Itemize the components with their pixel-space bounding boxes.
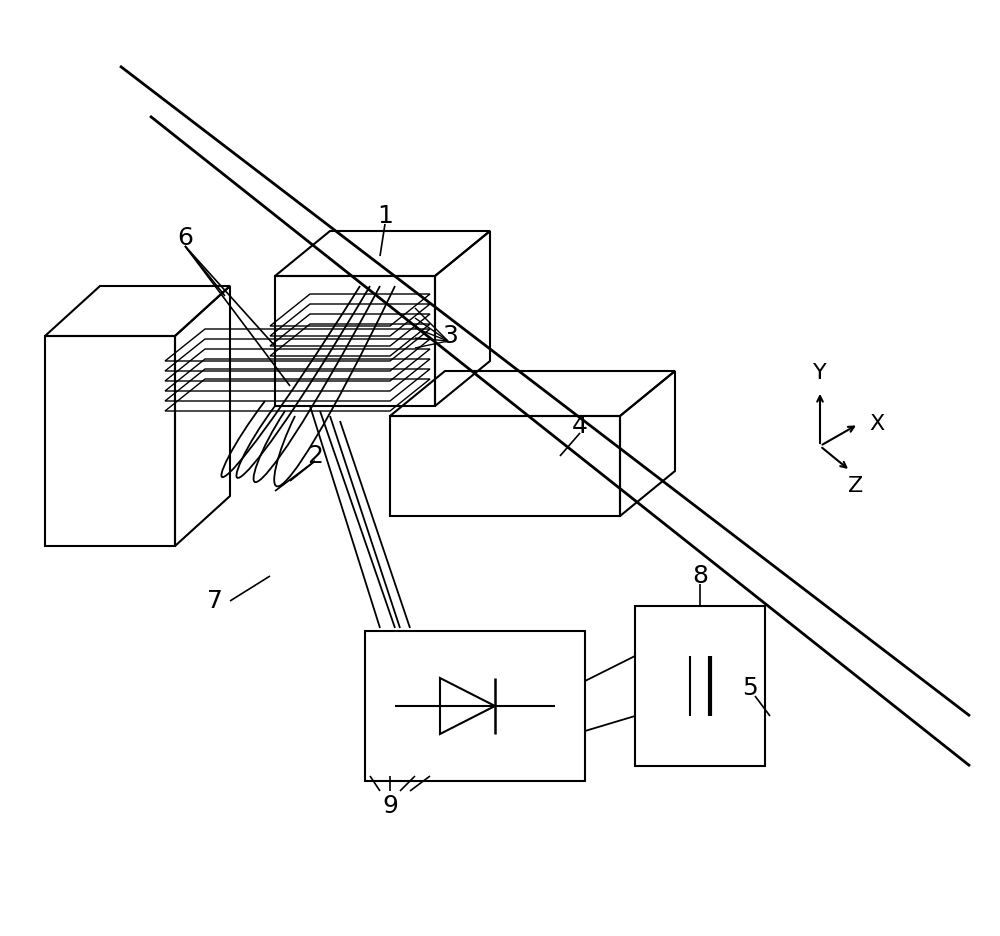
Text: 1: 1 xyxy=(377,204,393,228)
Text: 8: 8 xyxy=(692,564,708,588)
Text: 7: 7 xyxy=(207,589,223,613)
Text: X: X xyxy=(869,414,884,434)
Text: 4: 4 xyxy=(572,414,588,438)
Text: 9: 9 xyxy=(382,794,398,818)
Text: 6: 6 xyxy=(177,226,193,250)
Text: 2: 2 xyxy=(307,444,323,468)
Text: 3: 3 xyxy=(442,324,458,348)
Text: 5: 5 xyxy=(742,676,758,700)
Text: Y: Y xyxy=(813,363,827,383)
Text: Z: Z xyxy=(848,475,863,496)
